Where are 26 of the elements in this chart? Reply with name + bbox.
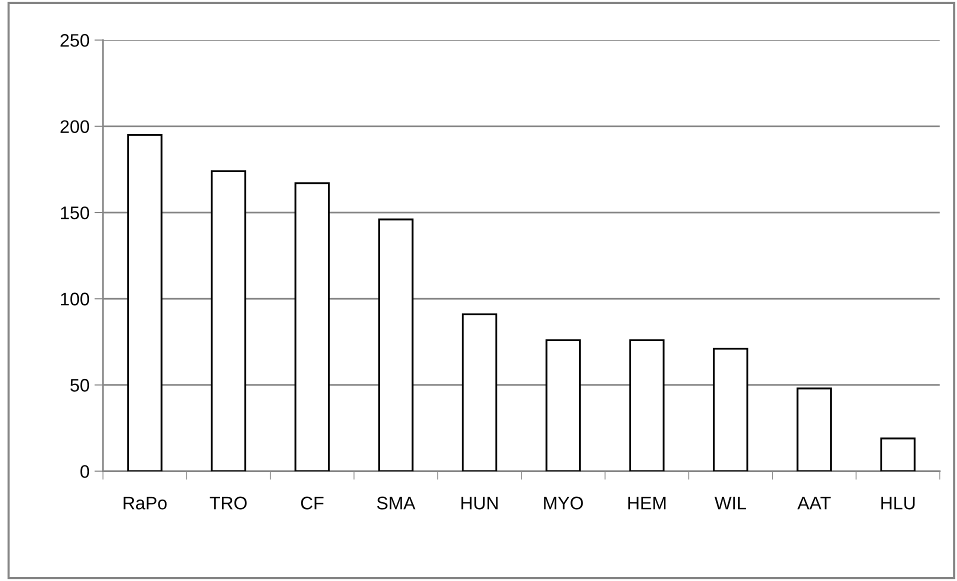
bar [629, 339, 665, 472]
y-tick-label: 150 [61, 206, 90, 220]
x-tick-label: CF [301, 496, 324, 510]
bar [546, 339, 581, 472]
y-tick-label: 0 [80, 465, 90, 478]
bar [210, 170, 246, 472]
x-tick-label: AAT [797, 496, 831, 510]
x-tick-label: RaPo [124, 496, 167, 510]
y-tick-label: 50 [70, 378, 90, 392]
bar [796, 388, 832, 472]
x-tick-label: MYO [544, 496, 583, 510]
bar [880, 438, 916, 472]
bar [294, 182, 330, 472]
y-tick-label: 100 [61, 292, 90, 306]
bar [462, 313, 498, 472]
x-tick-label: SMA [377, 496, 416, 510]
x-tick-label: HUN [461, 496, 498, 510]
bar [127, 134, 162, 472]
y-tick-label: 250 [60, 34, 90, 47]
bar [712, 348, 748, 472]
x-tick-label: WIL [714, 496, 746, 510]
x-tick-label: HLU [881, 496, 915, 510]
x-tick-label: TRO [210, 496, 247, 510]
bar [378, 218, 414, 472]
x-tick-label: HEM [628, 496, 666, 510]
y-tick-label: 200 [60, 120, 90, 134]
